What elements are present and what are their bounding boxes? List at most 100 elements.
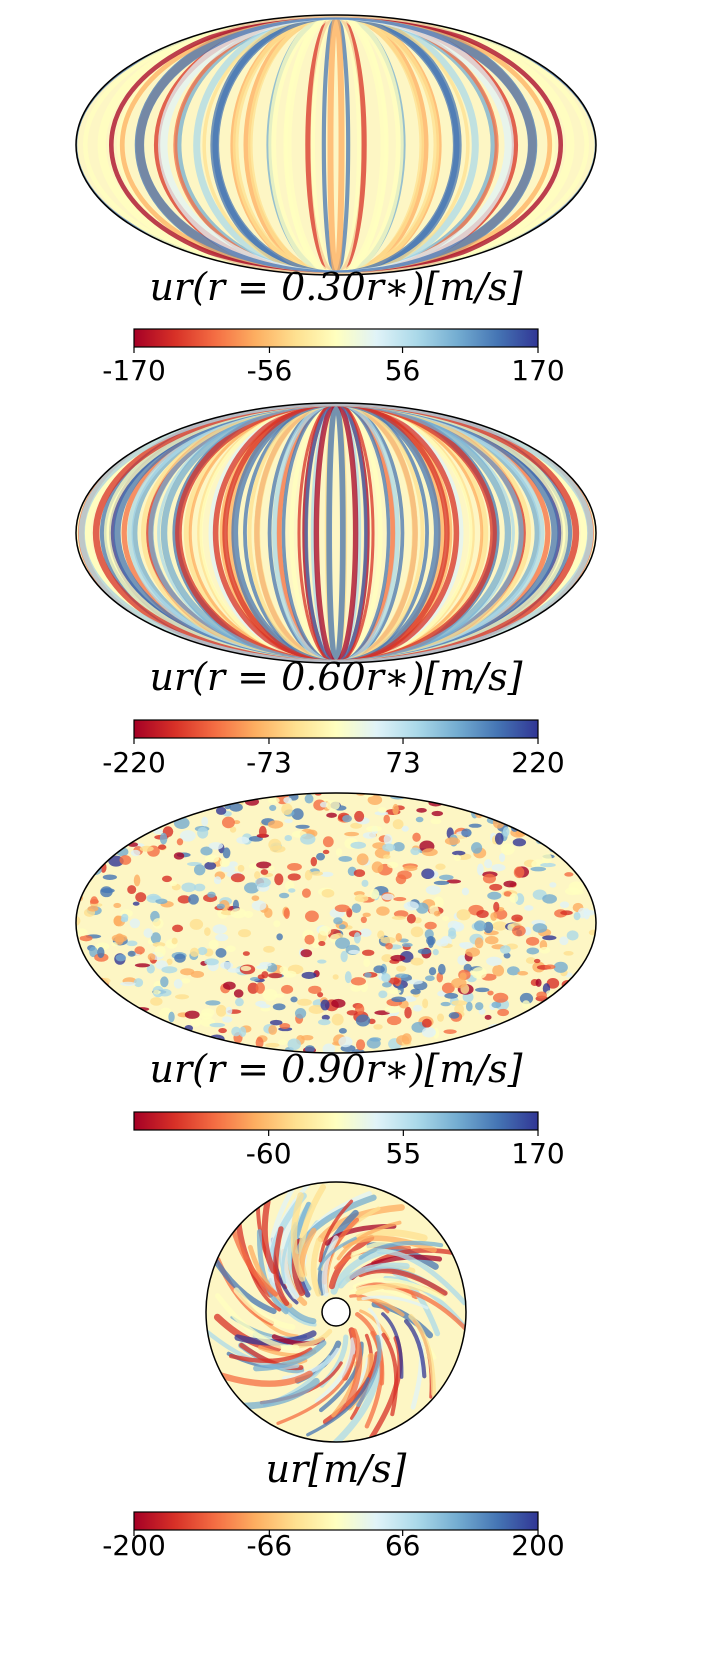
map-blob	[500, 795, 512, 802]
map-blob	[517, 971, 529, 976]
panel: ur(r = 0.60r∗)[m/s] -220 -73 73 220	[75, 402, 597, 779]
map-blob	[102, 1042, 110, 1047]
map-blob	[563, 950, 574, 956]
map-blob	[274, 993, 285, 998]
map-blob	[180, 968, 195, 976]
map-blob	[535, 978, 542, 987]
map-band	[267, 403, 405, 663]
map-blob	[115, 954, 127, 962]
map-blob	[490, 793, 506, 800]
map-blob	[181, 978, 191, 984]
map-blob	[150, 997, 163, 1006]
map-blob	[410, 957, 424, 966]
map-blob	[391, 915, 407, 920]
map-blob	[230, 873, 245, 883]
map-blob	[158, 844, 167, 850]
map-streak	[358, 1268, 448, 1296]
map-blob	[354, 894, 369, 903]
map-blob	[177, 895, 191, 904]
map-blob	[556, 793, 563, 799]
map-streak	[403, 1319, 427, 1379]
map-blob	[488, 1037, 497, 1044]
map-blob	[222, 1016, 233, 1023]
map-blob	[255, 877, 271, 888]
map-blob	[262, 988, 278, 1001]
map-blob	[300, 949, 313, 958]
map-blob	[580, 1006, 589, 1019]
map-blob	[338, 924, 346, 930]
map-blob	[338, 1036, 353, 1048]
map-blob	[465, 1001, 473, 1012]
colorbar	[133, 1511, 539, 1531]
map-blob	[471, 842, 483, 854]
map-blob	[551, 832, 566, 840]
map-blob	[152, 918, 164, 929]
map-blob	[239, 1026, 247, 1038]
map-blob	[393, 842, 405, 852]
map-blob	[373, 1024, 383, 1030]
map-blob	[350, 984, 362, 992]
map-blob	[105, 1007, 118, 1017]
map-blob	[433, 880, 450, 886]
map-blob	[276, 933, 283, 941]
tick-label: -170	[102, 354, 166, 387]
map-band	[210, 15, 462, 275]
map-blob	[354, 810, 365, 822]
map-blob	[489, 1035, 505, 1044]
map-blob	[544, 814, 559, 824]
map-blob	[87, 905, 99, 912]
map-blob	[79, 841, 92, 853]
map-blob	[492, 992, 509, 1003]
map-blob	[371, 861, 384, 873]
map-blob	[428, 967, 437, 976]
map-band	[326, 403, 346, 663]
map-blob	[267, 972, 283, 979]
map-blob	[284, 818, 293, 824]
map-blob	[76, 979, 85, 992]
map-blob	[512, 838, 527, 847]
map-blob	[472, 807, 487, 813]
map-blob	[214, 793, 229, 801]
map-band	[92, 403, 580, 663]
map-blob	[559, 936, 569, 946]
map-blob	[376, 906, 390, 916]
map-band	[183, 403, 489, 663]
map-blob	[283, 796, 292, 804]
map-streak	[314, 1337, 357, 1405]
map-blob	[558, 819, 569, 829]
map-blob	[380, 936, 396, 944]
map-blob	[502, 826, 510, 837]
map-blob	[475, 987, 490, 993]
map-blob	[576, 986, 585, 995]
map-blob	[451, 850, 466, 856]
map-blob	[173, 1034, 181, 1040]
map-blob	[364, 972, 372, 978]
map-blob	[290, 996, 298, 1003]
map-blob	[89, 946, 98, 958]
map-blob	[187, 793, 195, 801]
map-blob	[220, 961, 234, 970]
map-blob	[367, 794, 383, 805]
map-blob	[378, 990, 388, 999]
map-blob	[348, 949, 360, 955]
map-band	[140, 403, 532, 663]
map-blob	[573, 911, 581, 921]
map-blob	[155, 898, 168, 905]
map-blob	[403, 901, 419, 911]
map-blob	[161, 966, 178, 974]
map-blob	[383, 834, 393, 845]
map-blob	[453, 854, 462, 862]
map-blob	[208, 842, 224, 850]
map-blob	[181, 882, 197, 893]
map-blob	[497, 1008, 510, 1017]
map-blob	[197, 946, 208, 956]
map-blob	[551, 996, 560, 1004]
map-band	[157, 403, 515, 663]
map-blob	[121, 1014, 138, 1026]
map-band	[199, 403, 473, 663]
map-blob	[417, 948, 432, 955]
map-blob	[127, 950, 136, 957]
map-blob	[236, 836, 250, 844]
tick-label: -56	[247, 354, 293, 387]
map-blob	[255, 1037, 264, 1049]
